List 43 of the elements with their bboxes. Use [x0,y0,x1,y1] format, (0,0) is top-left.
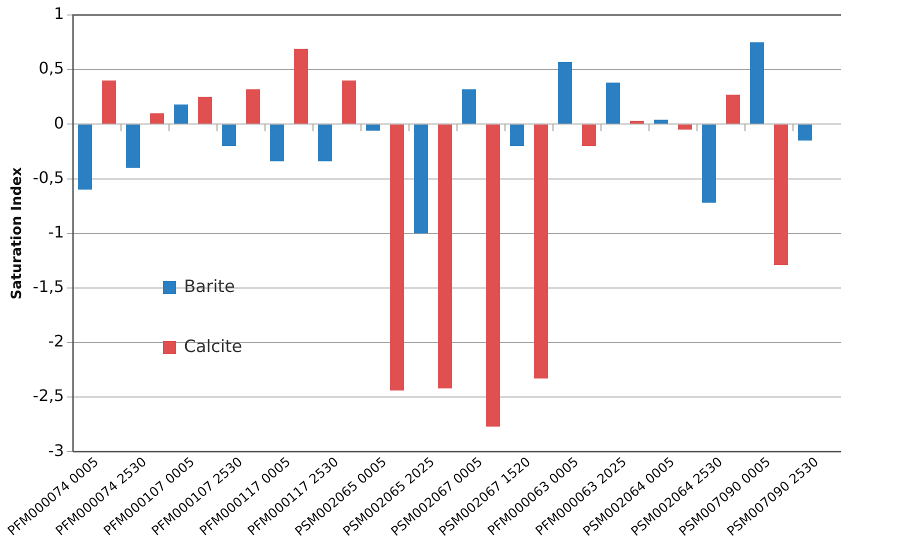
y-tick-label: 0,5 [38,58,64,78]
bar [438,124,452,388]
bar [678,124,692,130]
bar [702,124,716,203]
bar [798,124,812,141]
y-tick-label: -2,5 [32,386,64,406]
bar [654,120,668,124]
bar [246,89,260,124]
bar [222,124,236,146]
y-tick-label: 1 [54,4,64,24]
bar [582,124,596,146]
y-tick-label: -3 [48,440,64,460]
legend-label: Calcite [184,337,242,357]
bar [750,42,764,124]
bar [534,124,548,379]
legend-label: Barite [184,277,235,297]
y-tick-label: -1,5 [32,277,64,296]
y-axis-title: Saturation Index [9,167,26,300]
bar [126,124,140,168]
bar [294,48,308,124]
y-tick-label: -1 [48,222,64,242]
bar [366,124,380,131]
bar [150,113,164,124]
bar [78,124,92,190]
bar [510,124,524,146]
y-tick-label: 0 [54,113,64,132]
bar [270,124,284,162]
y-tick-label: -0,5 [32,168,64,187]
bar [198,96,212,124]
bar [774,124,788,265]
bar [342,80,356,124]
y-tick-label: -2 [48,332,64,351]
bar [318,124,332,162]
bar [606,82,620,124]
bar [486,124,500,427]
bar [630,120,644,124]
bar [462,89,476,124]
bar [390,124,404,391]
bar [174,104,188,124]
bar [102,80,116,124]
bar [414,124,428,234]
bar [558,62,572,124]
bar [726,94,740,124]
